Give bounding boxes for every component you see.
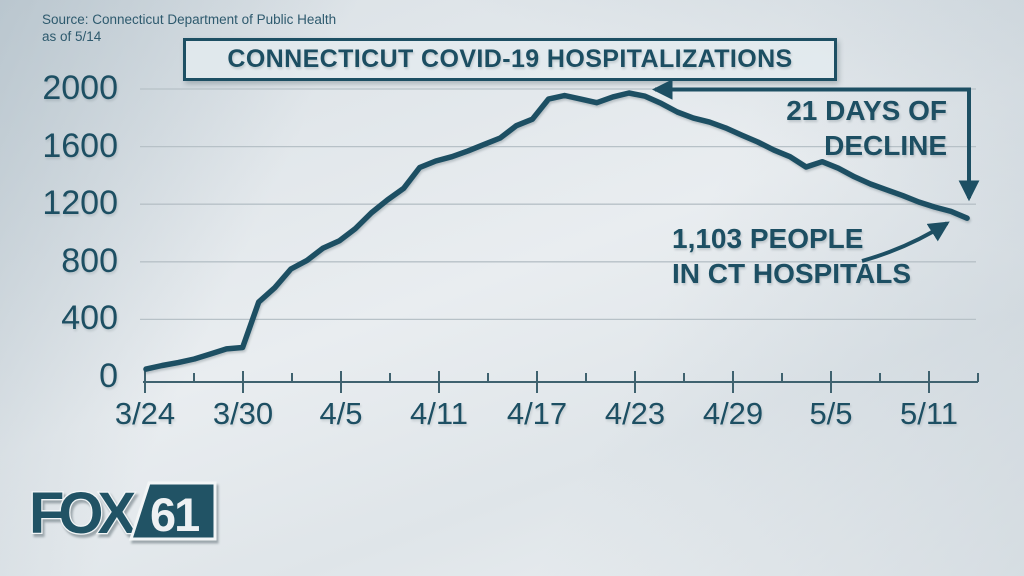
chart-title: CONNECTICUT COVID-19 HOSPITALIZATIONS <box>227 45 793 73</box>
source-attribution: Source: Connecticut Department of Public… <box>42 11 336 45</box>
annotation-arrows <box>651 79 980 263</box>
x-axis-label-4-5: 4/5 <box>319 396 363 431</box>
y-axis-label-2000: 2000 <box>42 69 118 107</box>
x-axis-label-5-11: 5/11 <box>899 396 959 431</box>
decline-span-arrow <box>651 79 980 202</box>
annotation-21-days-of-decline: 21 DAYS OF DECLINE <box>786 93 947 163</box>
y-axis-label-400: 400 <box>61 299 118 338</box>
fox61-logo-badge <box>128 481 217 541</box>
x-axis-label-4-17: 4/17 <box>506 396 568 431</box>
annotation-count-line2: IN CT HOSPITALS <box>672 258 912 289</box>
source-line1: Source: Connecticut Department of Public… <box>42 12 337 27</box>
x-axis-label-4-29: 4/29 <box>702 396 764 431</box>
fox61-logo: FOX 61 <box>28 480 217 547</box>
source-line2: as of 5/14 <box>42 29 102 44</box>
count-pointer-arrow <box>861 221 950 263</box>
x-axis-label-5-5: 5/5 <box>809 396 853 431</box>
y-axis-label-1600: 1600 <box>42 126 118 165</box>
chart-title-box: CONNECTICUT COVID-19 HOSPITALIZATIONS <box>183 38 837 81</box>
x-axis <box>143 371 979 393</box>
annotation-decline-line2: DECLINE <box>824 130 947 161</box>
y-axis-label-0: 0 <box>99 357 118 395</box>
x-axis-label-3-30: 3/30 <box>212 396 274 431</box>
x-axis-label-3-24: 3/24 <box>114 396 176 431</box>
annotation-decline-line1: 21 DAYS OF <box>786 95 947 126</box>
x-axis-label-4-23: 4/23 <box>604 396 666 431</box>
annotation-count-line1: 1,103 PEOPLE <box>672 223 864 254</box>
annotation-1103-people: 1,103 PEOPLE IN CT HOSPITALS <box>672 221 911 291</box>
fox61-logo-fox-text: FOX <box>29 481 137 546</box>
y-axis-label-800: 800 <box>61 241 118 280</box>
x-axis-label-4-11: 4/11 <box>409 396 469 431</box>
y-axis-label-1200: 1200 <box>42 184 118 223</box>
fox61-logo-number: 61 <box>150 488 199 541</box>
